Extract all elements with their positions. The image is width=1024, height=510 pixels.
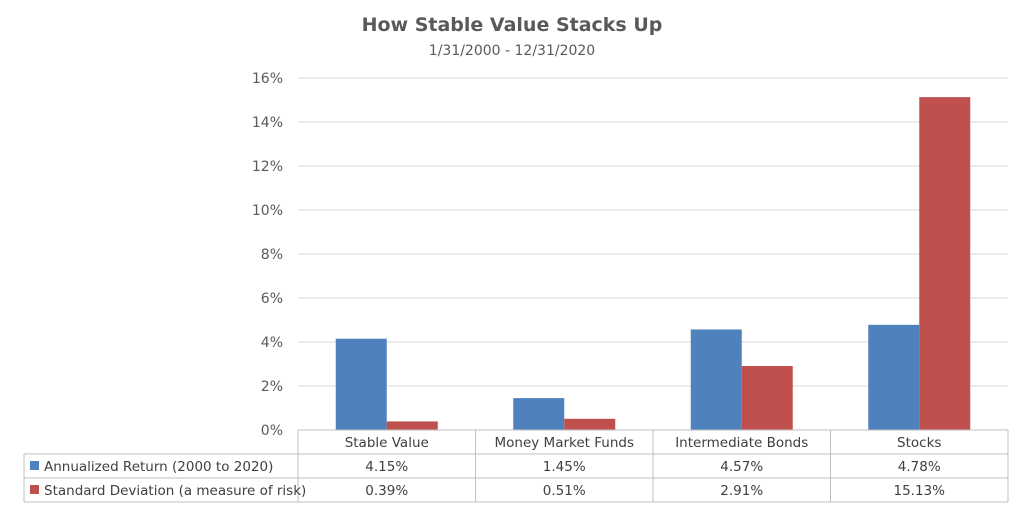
legend-swatch [30, 485, 39, 494]
data-value-cell: 2.91% [720, 483, 763, 499]
y-tick-label: 8% [261, 247, 283, 263]
y-tick-label: 16% [252, 71, 283, 87]
bar-annualized-return [335, 338, 387, 430]
bar-annualized-return [513, 398, 565, 430]
bar-standard-deviation [919, 97, 971, 430]
y-tick-label: 2% [261, 379, 283, 395]
y-tick-label: 14% [252, 115, 283, 131]
legend-swatch [30, 461, 39, 470]
legend-series-name: Standard Deviation (a measure of risk) [44, 483, 306, 499]
y-axis-ticks: 0% 2% 4% 6% 8% 10% 12% 14% 16% [252, 71, 283, 439]
data-value-cell: 4.78% [898, 459, 941, 475]
y-tick-label: 4% [261, 335, 283, 351]
data-value-cell: 15.13% [894, 483, 946, 499]
chart-subtitle: 1/31/2000 - 12/31/2020 [429, 43, 595, 59]
bar-annualized-return [868, 324, 920, 430]
bar-annualized-return [690, 329, 742, 430]
bars [335, 97, 971, 430]
category-label: Intermediate Bonds [675, 435, 808, 451]
gridlines [298, 77, 1008, 431]
bar-standard-deviation [564, 418, 616, 430]
data-value-cell: 1.45% [543, 459, 586, 475]
y-tick-label: 0% [261, 423, 283, 439]
legend-series-name: Annualized Return (2000 to 2020) [44, 459, 273, 475]
category-label: Stable Value [345, 435, 429, 451]
data-value-cell: 4.15% [365, 459, 408, 475]
data-value-cell: 0.51% [543, 483, 586, 499]
category-label: Money Market Funds [495, 435, 635, 451]
y-tick-label: 10% [252, 203, 283, 219]
data-value-cell: 0.39% [365, 483, 408, 499]
bar-standard-deviation [741, 365, 793, 430]
chart-title: How Stable Value Stacks Up [362, 14, 663, 36]
bar-standard-deviation [386, 421, 438, 430]
data-table: Stable Value Money Market Funds Intermedia… [23, 429, 1009, 503]
category-label: Stocks [897, 435, 941, 451]
y-tick-label: 6% [261, 291, 283, 307]
y-tick-label: 12% [252, 159, 283, 175]
data-value-cell: 4.57% [720, 459, 763, 475]
